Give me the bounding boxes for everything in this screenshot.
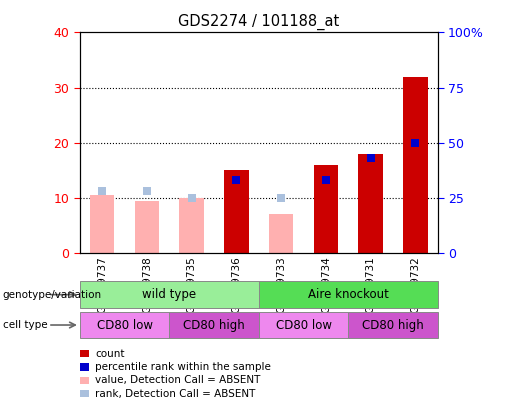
Text: CD80 high: CD80 high bbox=[183, 318, 245, 332]
Bar bbox=[269, 215, 294, 253]
Text: CD80 low: CD80 low bbox=[276, 318, 332, 332]
Bar bbox=[169, 312, 259, 338]
Text: genotype/variation: genotype/variation bbox=[3, 290, 101, 300]
Bar bbox=[224, 171, 249, 253]
Bar bbox=[80, 281, 259, 308]
Text: cell type: cell type bbox=[3, 320, 47, 330]
Title: GDS2274 / 101188_at: GDS2274 / 101188_at bbox=[178, 13, 339, 30]
Text: count: count bbox=[95, 349, 125, 359]
Bar bbox=[80, 312, 169, 338]
Bar bbox=[259, 281, 438, 308]
Bar bbox=[259, 312, 348, 338]
Bar bbox=[403, 77, 427, 253]
Text: Aire knockout: Aire knockout bbox=[308, 288, 389, 301]
Bar bbox=[314, 165, 338, 253]
Bar bbox=[90, 195, 114, 253]
Text: wild type: wild type bbox=[142, 288, 196, 301]
Text: percentile rank within the sample: percentile rank within the sample bbox=[95, 362, 271, 372]
Text: value, Detection Call = ABSENT: value, Detection Call = ABSENT bbox=[95, 375, 261, 386]
Text: CD80 low: CD80 low bbox=[97, 318, 152, 332]
Text: rank, Detection Call = ABSENT: rank, Detection Call = ABSENT bbox=[95, 389, 255, 399]
Bar bbox=[358, 154, 383, 253]
Text: CD80 high: CD80 high bbox=[362, 318, 424, 332]
Bar bbox=[179, 198, 204, 253]
Bar bbox=[134, 201, 159, 253]
Bar bbox=[348, 312, 438, 338]
